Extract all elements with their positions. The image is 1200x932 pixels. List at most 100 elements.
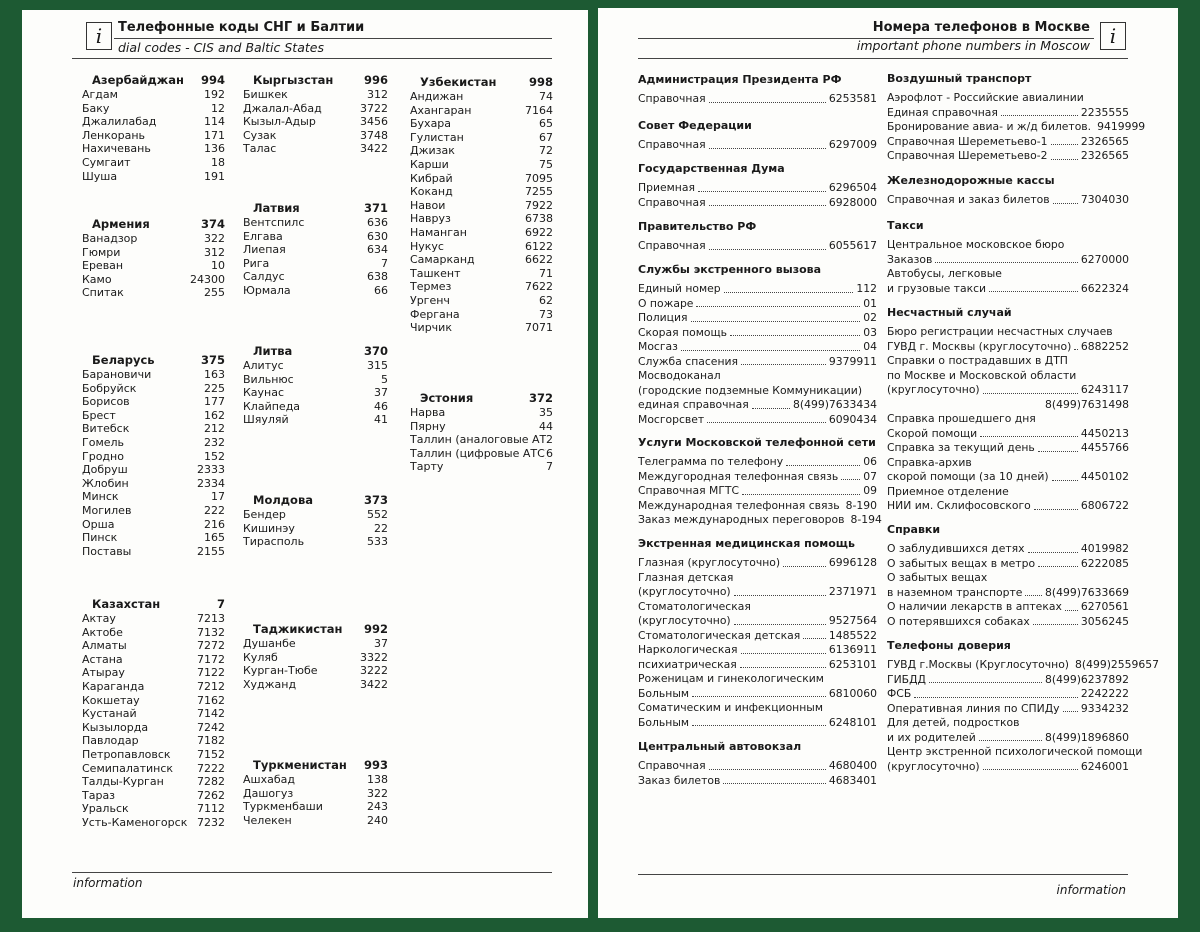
city-code: 7232 bbox=[197, 815, 225, 829]
section-title: Воздушный транспорт bbox=[887, 72, 1032, 85]
city-row: Алитус 315 bbox=[243, 359, 388, 373]
country-name: Латвия bbox=[253, 201, 300, 215]
leader bbox=[739, 658, 826, 668]
city-code: 222 bbox=[204, 503, 225, 517]
entry: Справочная 6055617 bbox=[638, 239, 877, 254]
city-code: 7212 bbox=[197, 679, 225, 693]
leader bbox=[751, 398, 790, 409]
entry-number: 03 bbox=[863, 325, 877, 339]
section: Железнодорожные кассы Справочная и заказ … bbox=[887, 173, 1129, 208]
entry: НИИ им. Склифосовского 6806722 bbox=[887, 499, 1129, 514]
city-row: Спитак 255 bbox=[82, 286, 225, 300]
entry-label: Справочная bbox=[638, 239, 706, 252]
leader bbox=[1050, 149, 1078, 160]
entry: Единая справочная 2235555 bbox=[887, 106, 1129, 121]
entry: Заказов 6270000 bbox=[887, 253, 1129, 268]
entry-number: 6996128 bbox=[828, 556, 877, 569]
leader bbox=[803, 629, 826, 639]
entry-number: 6882252 bbox=[1080, 339, 1129, 353]
leader bbox=[742, 484, 861, 495]
entry-label: Автобусы, легковые bbox=[887, 267, 1002, 280]
leader bbox=[989, 282, 1078, 292]
entry: (круглосуточно) 6246001 bbox=[887, 760, 1129, 775]
entry: Мосгаз 04 bbox=[638, 340, 877, 355]
country-code: 373 bbox=[363, 493, 388, 507]
section: Государственная Дума Приемная 6296504 Справ… bbox=[638, 161, 877, 210]
city-code: 312 bbox=[204, 245, 225, 259]
entry-label: Справочная МГТС bbox=[638, 484, 740, 497]
leader bbox=[708, 138, 826, 149]
city-code: 6 bbox=[546, 446, 553, 460]
city-row: Бобруйск 225 bbox=[82, 382, 225, 396]
entry-number: 8(499)1896860 bbox=[1045, 730, 1129, 744]
city-name: Ташкент bbox=[410, 266, 461, 280]
entry-number: 6297009 bbox=[828, 138, 877, 151]
city-code: 7162 bbox=[197, 693, 225, 707]
city-row: Юрмала 66 bbox=[243, 284, 388, 298]
entry-number: 6243117 bbox=[1080, 383, 1129, 396]
entry: Справочная МГТС 09 bbox=[638, 484, 877, 499]
entry: Глазная (круглосуточно) 6996128 bbox=[638, 556, 877, 571]
city-code: 163 bbox=[204, 368, 225, 381]
city-name: Вентспилс bbox=[243, 216, 305, 229]
city-name: Орша bbox=[82, 517, 115, 531]
country-name: Азербайджан bbox=[92, 73, 184, 87]
city-code: 171 bbox=[204, 128, 225, 142]
entry-label: Центральное московское бюро bbox=[887, 238, 1065, 251]
city-row: Джалилабад 114 bbox=[82, 115, 225, 129]
leader bbox=[1074, 340, 1078, 350]
city-name: Борисов bbox=[82, 395, 130, 409]
city-row: Талас 3422 bbox=[243, 142, 388, 156]
city-code: 3722 bbox=[360, 101, 388, 115]
city-code: 37 bbox=[374, 386, 388, 400]
city-name: Ереван bbox=[82, 259, 124, 273]
city-code: 232 bbox=[204, 435, 225, 449]
entry-label: Справка-архив bbox=[887, 455, 972, 469]
city-row: Джалал-Абад 3722 bbox=[243, 102, 388, 116]
entry-number: 6270561 bbox=[1080, 600, 1129, 613]
entry-label: Наркологическая bbox=[638, 643, 738, 656]
section-title: Такси bbox=[887, 219, 924, 232]
city-row: Брест 162 bbox=[82, 409, 225, 423]
city-name: Самарканд bbox=[410, 253, 475, 267]
country-name: Беларусь bbox=[92, 353, 155, 367]
city-name: Джалилабад bbox=[82, 115, 157, 129]
city-row: Сумгаит 18 bbox=[82, 156, 225, 170]
section: Администрация Президента РФ Справочная 625… bbox=[638, 72, 877, 107]
city-name: Гродно bbox=[82, 449, 124, 463]
section-title: Государственная Дума bbox=[638, 162, 785, 175]
city-name: Шяуляй bbox=[243, 413, 289, 427]
entry: Больным 6810060 bbox=[638, 687, 877, 702]
country-header: Азербайджан 994 bbox=[82, 72, 225, 88]
city-name: Таллин (аналоговые АТС) bbox=[410, 433, 546, 447]
city-code: 6122 bbox=[525, 239, 553, 253]
city-row: Шуша 191 bbox=[82, 170, 225, 184]
city-row: Тараз 7262 bbox=[82, 789, 225, 803]
city-name: Минск bbox=[82, 490, 119, 504]
city-name: Бендер bbox=[243, 508, 286, 521]
city-code: 74 bbox=[539, 90, 553, 103]
city-code: 3422 bbox=[360, 142, 388, 156]
entry: Аэрофлот - Российские авиалинии bbox=[887, 91, 1129, 106]
entry-number: 6253581 bbox=[828, 92, 877, 105]
header-rule bbox=[638, 38, 1094, 39]
entry: Заказ билетов 4683401 bbox=[638, 774, 877, 789]
city-row: Вильнюс 5 bbox=[243, 373, 388, 387]
city-code: 44 bbox=[539, 419, 553, 433]
city-code: 322 bbox=[204, 232, 225, 245]
leader bbox=[978, 731, 1042, 741]
city-code: 7242 bbox=[197, 720, 225, 734]
city-code: 73 bbox=[539, 307, 553, 321]
city-name: Гомель bbox=[82, 435, 125, 449]
section-title: Правительство РФ bbox=[638, 220, 757, 233]
entry-label: Глазная детская bbox=[638, 570, 734, 584]
city-row: Ургенч 62 bbox=[410, 294, 553, 308]
entry: Автобусы, легковые bbox=[887, 267, 1129, 282]
city-code: 191 bbox=[204, 169, 225, 183]
city-name: Туркменбаши bbox=[243, 800, 323, 814]
entry: (городские подземные Коммуникации) bbox=[638, 384, 877, 399]
entry-label: Оперативная линия по СПИДу bbox=[887, 701, 1060, 715]
city-name: Жлобин bbox=[82, 476, 129, 490]
entry-label: Центр экстренной психологической помощи bbox=[887, 745, 1143, 758]
entry-label: Соматическим и инфекционным bbox=[638, 701, 823, 714]
